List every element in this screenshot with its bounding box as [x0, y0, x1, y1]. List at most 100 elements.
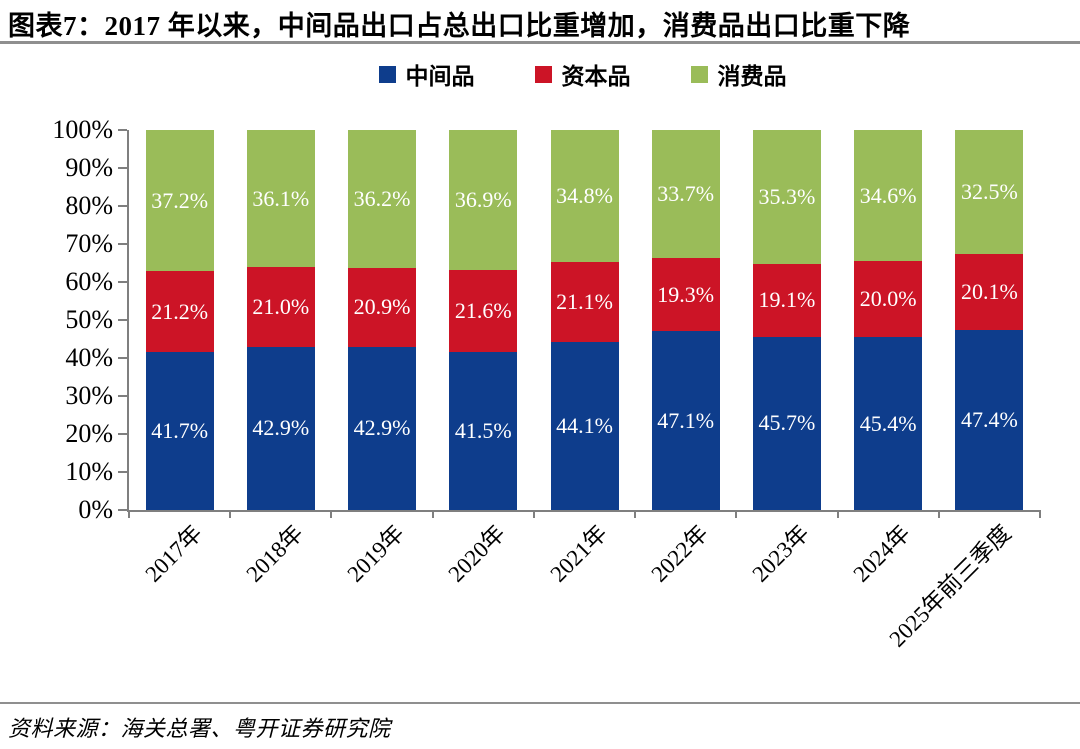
bar-segment-中间品: 44.1% [550, 342, 619, 510]
x-axis-tick [634, 510, 637, 518]
bar-data-label: 41.7% [151, 417, 209, 443]
stacked-bar-2017年: 37.2% 21.2% 41.7% [145, 130, 214, 510]
y-axis-tick [118, 357, 127, 359]
legend-item-capital: 资本品 [534, 57, 631, 91]
bar-data-label: 45.4% [859, 410, 917, 436]
bar-data-label: 21.0% [252, 294, 310, 320]
x-axis-tick [431, 510, 434, 518]
y-axis-label: 100% [52, 115, 113, 144]
y-axis-tick [118, 205, 127, 207]
bar-data-label: 45.7% [758, 410, 816, 436]
x-axis-label: 2024年 [848, 520, 916, 587]
bar-segment-中间品: 41.7% [145, 351, 214, 510]
bar-data-label: 19.1% [758, 287, 816, 313]
y-axis-tick [118, 129, 127, 131]
bar-segment-资本品: 21.0% [246, 267, 315, 347]
legend-item-intermediate: 中间品 [378, 57, 475, 91]
x-axis-label: 2019年 [342, 520, 410, 587]
source-note: 资料来源：海关总署、粤开证券研究院 [8, 716, 391, 741]
bar-data-label: 21.2% [151, 298, 209, 324]
stacked-bar-2020年: 36.9% 21.6% 41.5% [449, 130, 518, 510]
y-axis-label: 50% [65, 305, 113, 334]
bar-data-label: 42.9% [353, 415, 411, 441]
y-axis-tick [118, 167, 127, 169]
bar-segment-资本品: 19.3% [651, 258, 720, 332]
footer-divider [0, 702, 1080, 704]
stacked-bar-2025年前三季度: 32.5% 20.1% 47.4% [955, 130, 1024, 510]
y-axis-label: 30% [65, 381, 113, 410]
bar-data-label: 36.9% [454, 187, 512, 213]
x-axis-label: 2020年 [443, 520, 511, 587]
legend-swatch-intermediate-icon [378, 65, 396, 83]
bar-segment-资本品: 21.2% [145, 271, 214, 352]
legend-item-consumer: 消费品 [690, 57, 787, 91]
bar-segment-消费品: 36.2% [348, 130, 417, 268]
bar-segment-消费品: 34.6% [854, 130, 923, 262]
bar-segment-资本品: 20.9% [348, 267, 417, 347]
bar-data-label: 36.2% [353, 185, 411, 211]
stacked-bar-2018年: 36.1% 21.0% 42.9% [246, 130, 315, 510]
y-axis-label: 40% [65, 343, 113, 372]
bar-segment-中间品: 42.9% [348, 346, 417, 510]
bar-segment-资本品: 20.1% [955, 253, 1024, 330]
stacked-bar-2021年: 34.8% 21.1% 44.1% [550, 130, 619, 510]
plot-area: 37.2% 21.2% 41.7% 36.1% 21.0% 42.9% 36.2% 20.9%… [118, 129, 1041, 518]
bar-data-label: 47.4% [960, 406, 1018, 432]
y-axis-label: 0% [78, 495, 113, 524]
x-axis-label: 2022年 [646, 520, 713, 587]
x-axis-tick [1039, 510, 1041, 518]
x-axis-tick [229, 510, 232, 518]
bar-segment-资本品: 21.1% [550, 262, 619, 343]
x-axis-tick [735, 510, 738, 518]
legend-swatch-capital-icon [534, 65, 552, 83]
x-axis-tick [128, 510, 130, 518]
y-axis-tick [118, 319, 127, 321]
bar-data-label: 34.6% [859, 182, 917, 208]
x-axis-label: 2018年 [241, 520, 308, 587]
y-axis-label: 20% [65, 419, 113, 448]
bar-segment-资本品: 19.1% [752, 264, 821, 337]
bar-data-label: 32.5% [960, 178, 1018, 204]
stacked-bar-2019年: 36.2% 20.9% 42.9% [348, 130, 417, 510]
y-axis-tick [118, 509, 127, 511]
title-divider [0, 41, 1080, 44]
y-axis-label: 60% [65, 267, 113, 296]
bar-segment-中间品: 47.1% [651, 331, 720, 510]
bar-data-label: 35.3% [758, 184, 816, 210]
x-axis-tick [532, 510, 535, 518]
bar-segment-中间品: 41.5% [449, 352, 518, 510]
x-axis-label: 2017年 [140, 520, 207, 587]
bar-data-label: 36.1% [252, 185, 310, 211]
bar-segment-消费品: 37.2% [145, 130, 214, 272]
y-axis-tick [118, 433, 127, 435]
bar-data-label: 33.7% [657, 181, 715, 207]
bar-data-label: 19.3% [657, 281, 715, 307]
bar-segment-消费品: 36.9% [449, 130, 518, 271]
bar-segment-中间品: 45.7% [752, 336, 821, 510]
bar-segment-消费品: 36.1% [246, 130, 315, 268]
x-axis-tick [937, 510, 940, 518]
x-axis-tick [330, 510, 333, 518]
bar-segment-中间品: 42.9% [246, 346, 315, 510]
bar-segment-消费品: 32.5% [955, 130, 1024, 254]
bar-data-label: 20.0% [859, 286, 917, 312]
bar-data-label: 21.6% [454, 298, 512, 324]
x-axis-label: 2023年 [747, 520, 814, 587]
y-axis-label: 80% [65, 191, 113, 220]
x-axis-tick [836, 510, 839, 518]
bar-data-label: 21.1% [556, 289, 613, 315]
y-axis-label: 10% [65, 457, 113, 486]
chart-title: 图表7：2017 年以来，中间品出口占总出口比重增加，消费品出口比重下降 [8, 11, 911, 41]
bar-data-label: 34.8% [556, 183, 613, 209]
bar-data-label: 42.9% [252, 415, 310, 441]
y-axis-tick [118, 281, 127, 283]
bar-data-label: 37.2% [151, 187, 209, 213]
bar-segment-中间品: 45.4% [854, 337, 923, 510]
bar-data-label: 44.1% [556, 413, 613, 439]
legend-label-consumer: 消费品 [717, 64, 787, 89]
legend-swatch-consumer-icon [690, 65, 708, 83]
bar-segment-消费品: 34.8% [550, 130, 619, 263]
stacked-bar-2022年: 33.7% 19.3% 47.1% [651, 130, 720, 510]
y-axis-tick [118, 243, 127, 245]
